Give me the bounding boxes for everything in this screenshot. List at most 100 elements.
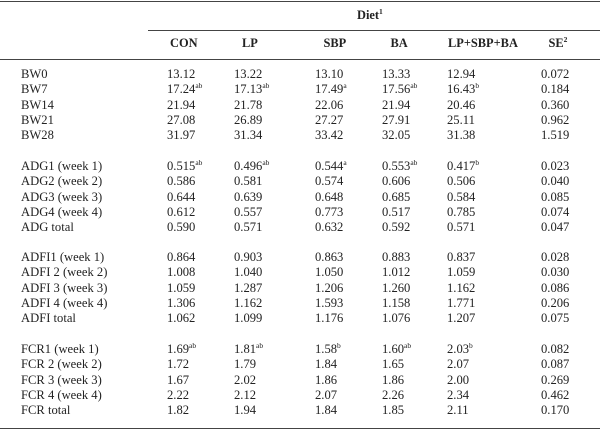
table-cell: 2.00 (447, 373, 469, 388)
table-cell: 0.206 (541, 296, 569, 311)
table-cell: 1.260 (382, 281, 410, 296)
table-cell: 0.040 (541, 174, 569, 189)
table-cell: 2.02 (234, 373, 256, 388)
table-cell: 21.94 (167, 98, 195, 113)
cell-value: 1.72 (167, 357, 190, 372)
cell-value: 31.97 (167, 128, 196, 143)
cell-value: 0.903 (234, 250, 263, 264)
table-cell: 0.417b (447, 159, 479, 174)
cell-value: 17.24 (167, 82, 196, 97)
table-cell: 17.56ab (382, 82, 417, 97)
table-cell: 0.592 (382, 220, 410, 235)
cell-value: 0.644 (167, 189, 196, 204)
table-cell: 0.612 (167, 205, 195, 220)
table-cell: 32.05 (382, 128, 410, 143)
table-cell: 0.590 (167, 220, 195, 235)
cell-value: 17.56 (382, 82, 411, 97)
table-cell: 1.82 (167, 403, 189, 418)
cell-value: 0.632 (315, 220, 344, 235)
table-cell: 0.506 (447, 174, 475, 189)
row-label: ADG3 (week 3) (21, 189, 103, 204)
table-cell: 2.22 (167, 388, 189, 403)
cell-value: 0.785 (447, 204, 476, 219)
table-cell: 1.94 (234, 403, 256, 418)
table-cell: 1.593 (315, 296, 343, 311)
significance-superscript: b (469, 341, 473, 350)
table-cell: 0.269 (541, 373, 569, 388)
row-label: BW21 (21, 112, 54, 127)
cell-value: 1.059 (167, 280, 196, 295)
table-cell: 0.462 (541, 388, 569, 403)
table-cell: 25.11 (447, 113, 475, 128)
cell-value: 0.883 (382, 250, 411, 264)
table-cell: 12.94 (447, 67, 475, 82)
table-cell: 1.79 (234, 357, 256, 372)
table-cell: 1.050 (315, 265, 343, 280)
cell-value: 27.91 (382, 112, 411, 127)
cell-value: 1.206 (315, 280, 344, 295)
cell-value: 2.03 (447, 342, 470, 356)
cell-value: 21.94 (167, 97, 196, 112)
table-cell: 2.07 (315, 388, 337, 403)
cell-value: 2.11 (447, 403, 469, 418)
table-cell: 1.65 (382, 357, 404, 372)
cell-value: 0.685 (382, 189, 411, 204)
table-cell: 0.075 (541, 311, 569, 326)
table-cell: 0.639 (234, 190, 262, 205)
table-cell: 31.38 (447, 128, 475, 143)
cell-value: 0.592 (382, 220, 411, 235)
table-cell: 0.962 (541, 113, 569, 128)
table-cell: 1.306 (167, 296, 195, 311)
table-cell: 22.06 (315, 98, 343, 113)
table-cell: 0.072 (541, 67, 569, 82)
table-cell: 0.883 (382, 250, 410, 265)
significance-superscript: ab (189, 341, 197, 350)
group-header-rule (148, 30, 600, 31)
significance-superscript: ab (195, 158, 203, 167)
cell-value: 0.590 (167, 220, 196, 235)
cell-value: 0.417 (447, 159, 476, 173)
table-cell: 0.544a (315, 159, 347, 174)
cell-value: 33.42 (315, 128, 344, 143)
table-top-rule (0, 1, 600, 2)
table-cell: 1.771 (447, 296, 475, 311)
cell-value: 2.12 (234, 387, 257, 402)
cell-value: 1.69 (167, 342, 190, 356)
table-cell: 1.86 (315, 373, 337, 388)
table-cell: 0.606 (382, 174, 410, 189)
cell-value: 1.306 (167, 295, 196, 310)
cell-value: 0.269 (541, 372, 570, 387)
cell-value: 0.639 (234, 189, 263, 204)
cell-value: 1.771 (447, 295, 476, 310)
cell-value: 1.062 (167, 311, 196, 326)
cell-value: 16.43 (447, 82, 476, 97)
table-cell: 2.11 (447, 403, 469, 418)
table-cell: 0.864 (167, 250, 195, 265)
table-cell: 1.519 (541, 128, 569, 143)
cell-value: 1.287 (234, 280, 263, 295)
row-label: ADFI 3 (week 3) (21, 280, 108, 295)
cell-value: 1.84 (315, 357, 338, 372)
table-cell: 0.837 (447, 250, 475, 265)
cell-value: 0.584 (447, 189, 476, 204)
cell-value: 32.05 (382, 128, 411, 143)
table-cell: 0.571 (234, 220, 262, 235)
cell-value: 1.519 (541, 128, 570, 143)
cell-value: 1.593 (315, 295, 344, 310)
cell-value: 0.544 (315, 159, 344, 173)
table-cell: 33.42 (315, 128, 343, 143)
cell-value: 21.94 (382, 97, 411, 112)
table-cell: 0.785 (447, 205, 475, 220)
cell-value: 0.184 (541, 82, 570, 97)
significance-superscript: ab (256, 341, 264, 350)
cell-value: 0.496 (234, 159, 263, 173)
cell-value: 0.557 (234, 204, 263, 219)
significance-superscript: a (343, 158, 347, 167)
table-cell: 1.81ab (234, 342, 263, 357)
significance-superscript: ab (410, 81, 418, 91)
cell-value: 13.10 (315, 67, 344, 81)
cell-value: 0.586 (167, 174, 196, 189)
column-header: BA (391, 36, 408, 51)
table-cell: 0.496ab (234, 159, 269, 174)
table-cell: 1.84 (315, 357, 337, 372)
